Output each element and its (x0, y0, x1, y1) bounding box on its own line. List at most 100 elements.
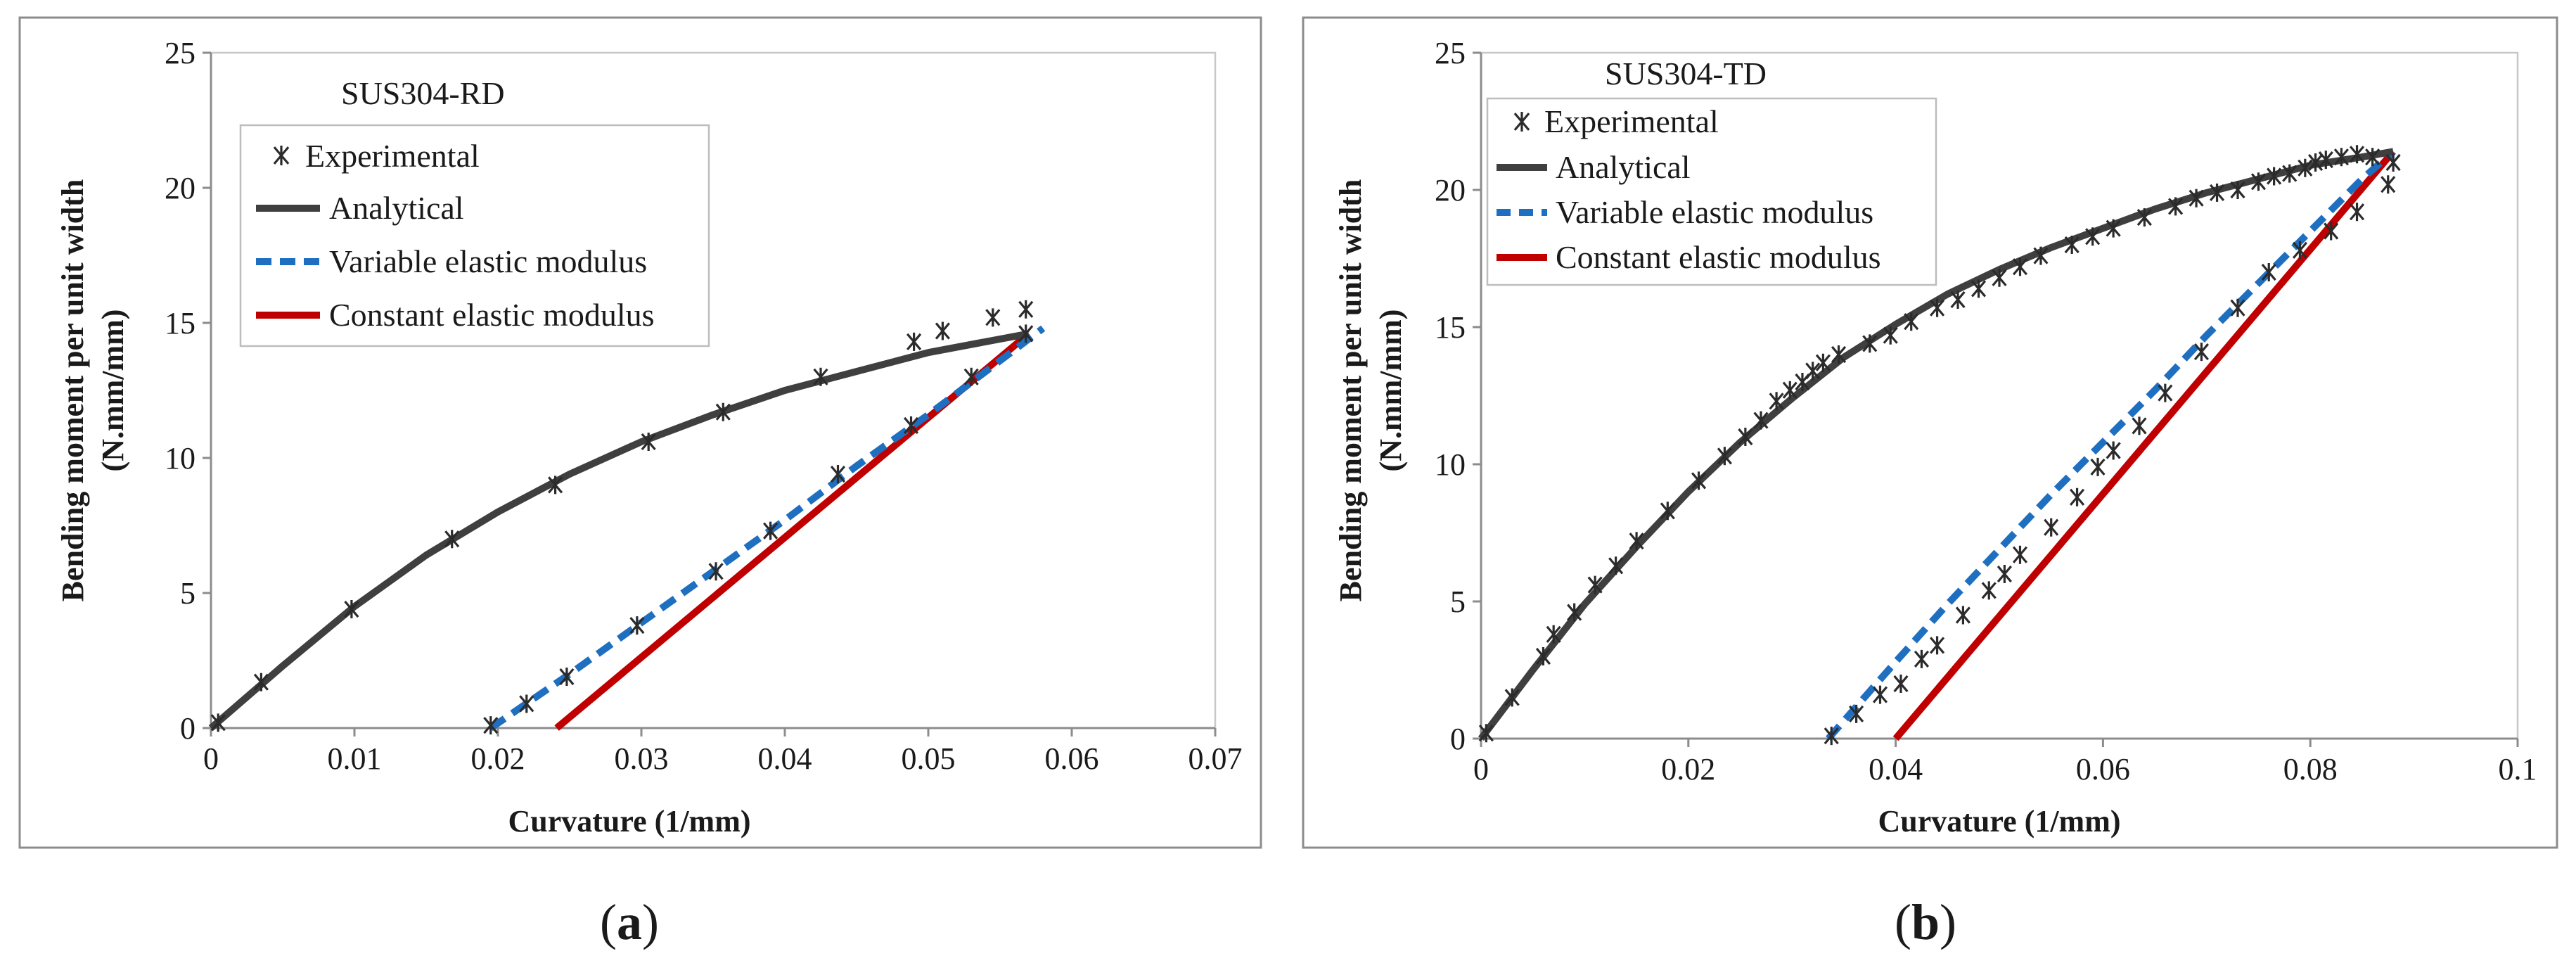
x-tick-label: 0.03 (615, 741, 669, 776)
experimental-point (903, 416, 919, 435)
experimental-point (2106, 219, 2121, 238)
experimental-point (1929, 298, 1945, 317)
experimental-point (1862, 334, 1878, 353)
experimental-point (1929, 636, 1945, 655)
experimental-point (1805, 362, 1821, 381)
experimental-point (1893, 675, 1909, 693)
experimental-point (1546, 625, 1561, 644)
experimental-point (210, 713, 226, 732)
experimental-point (2158, 383, 2173, 402)
experimental-point (2298, 158, 2313, 177)
experimental-point (2209, 183, 2225, 202)
x-tick-label: 0.05 (902, 741, 956, 776)
y-tick-label: 10 (1435, 447, 1466, 482)
panel-a-ylabel-line2: (N.mm/mm) (96, 310, 130, 472)
experimental-point (2267, 167, 2282, 186)
experimental-point (1997, 565, 2012, 583)
panel-b-ylabel-line1: Bending moment per unit width (1333, 179, 1368, 602)
experimental-point (2349, 145, 2365, 164)
experimental-point (344, 600, 359, 619)
x-tick-label: 0.08 (2283, 752, 2338, 786)
legend-label-constant-modulus: Constant elastic modulus (1556, 239, 1881, 275)
series-constant-elastic-modulus (1892, 149, 2396, 741)
experimental-point (2090, 457, 2106, 476)
x-tick-label: 0.06 (1045, 741, 1099, 776)
experimental-point (2033, 246, 2049, 265)
legend-label-experimental: Experimental (1544, 103, 1719, 139)
experimental-point (1660, 502, 1675, 521)
experimental-marker-icon (1513, 112, 1530, 132)
series-variable-elastic-modulus (1826, 148, 2396, 741)
experimental-point (2333, 148, 2350, 167)
y-tick-label: 25 (1435, 36, 1466, 70)
legend-experimental: Experimental (1513, 103, 1719, 139)
experimental-point (2106, 441, 2121, 460)
x-tick-label: 0 (1473, 752, 1489, 786)
experimental-point (1971, 279, 1987, 298)
experimental-point (1955, 606, 1971, 625)
experimental-point (1914, 649, 1930, 668)
y-tick-label: 5 (180, 576, 196, 611)
experimental-point (2193, 343, 2210, 362)
y-tick-label: 15 (1435, 310, 1466, 345)
y-tick-label: 0 (180, 711, 196, 746)
experimental-point (2250, 172, 2267, 191)
x-tick-label: 0.02 (471, 741, 525, 776)
experimental-point (559, 668, 575, 687)
legend-constant: Constant elastic modulus (1497, 239, 1881, 275)
experimental-point (1753, 411, 1769, 430)
experimental-point (2069, 487, 2085, 506)
experimental-point (1831, 345, 1847, 364)
legend-analytical: Analytical (256, 190, 464, 226)
legend-variable: Variable elastic modulus (1497, 194, 1873, 230)
y-tick-label: 0 (1450, 722, 1466, 756)
experimental-point (1883, 326, 1898, 345)
experimental-point (2318, 151, 2333, 170)
x-tick-label: 0.1 (2499, 752, 2537, 786)
panel-a-xlabel: Curvature (1/mm) (508, 804, 751, 838)
experimental-point (253, 672, 269, 691)
panel-a-legend-box (239, 124, 710, 347)
x-tick-label: 0.04 (758, 741, 812, 776)
experimental-point (2189, 189, 2204, 208)
y-tick-label: 25 (165, 36, 196, 70)
experimental-point (2324, 222, 2339, 241)
x-tick-label: 0.06 (2076, 752, 2130, 786)
y-tick-label: 20 (1435, 173, 1466, 208)
experimental-point (830, 465, 846, 484)
panel-b-title: SUS304-TD (1605, 56, 1767, 91)
experimental-point (1504, 688, 1520, 707)
x-tick-label: 0.02 (1661, 752, 1715, 786)
experimental-point (1629, 532, 1644, 551)
series-experimental (210, 300, 1034, 735)
experimental-point (985, 308, 1001, 327)
experimental-point (2085, 227, 2101, 246)
experimental-point (1824, 727, 1839, 746)
experimental-point (2282, 164, 2298, 183)
panel-a-label: (a) (600, 894, 659, 950)
legend-variable: Variable elastic modulus (256, 243, 647, 279)
experimental-point (2380, 175, 2396, 194)
legend-label-variable-modulus: Variable elastic modulus (329, 243, 647, 279)
experimental-point (935, 321, 950, 340)
panel-b-axes: 0 5 10 15 20 25 0 0.02 0.04 0.06 0.08 0.1 (1435, 36, 2537, 786)
panel-a-ylabel-line1: Bending moment per unit width (56, 179, 90, 602)
y-tick-label: 20 (165, 171, 196, 205)
legend-label-analytical: Analytical (1556, 149, 1691, 185)
experimental-point (2292, 241, 2308, 260)
x-tick-label: 0.07 (1188, 741, 1243, 776)
x-tick-label: 0.01 (328, 741, 382, 776)
experimental-point (1950, 291, 1966, 309)
experimental-point (763, 521, 778, 540)
panel-b-xlabel: Curvature (1/mm) (1878, 804, 2121, 838)
panel-b-legend-box (1486, 97, 1937, 286)
panel-a-series (208, 300, 1046, 735)
experimental-point (2349, 203, 2365, 222)
panel-b-label: (b) (1895, 894, 1956, 950)
experimental-point (2167, 197, 2184, 216)
experimental-point (1587, 575, 1603, 594)
y-tick-label: 5 (1450, 585, 1466, 619)
y-tick-label: 10 (165, 441, 196, 476)
experimental-point (641, 432, 656, 451)
